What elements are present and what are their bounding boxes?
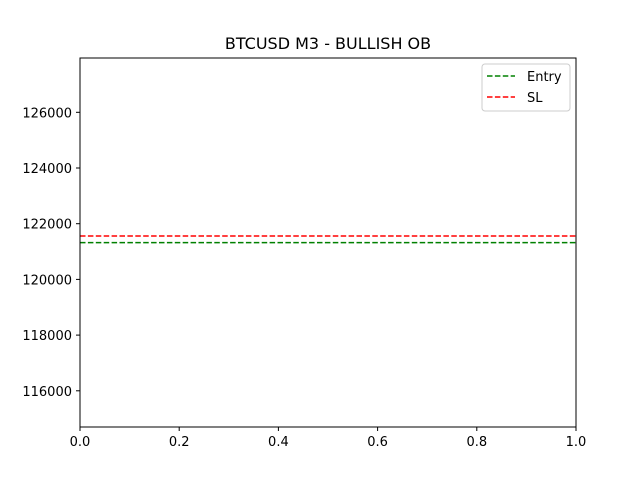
y-tick-label: 122000	[22, 218, 72, 233]
x-axis: 0.0 0.2 0.4 0.6 0.8 1.0	[70, 427, 587, 450]
y-tick-label: 118000	[22, 329, 72, 344]
series-layer	[80, 235, 576, 244]
y-tick-label: 126000	[22, 106, 72, 121]
legend-label-sl: SL	[527, 91, 543, 106]
x-tick-label: 0.6	[367, 435, 388, 450]
x-tick-label: 0.0	[70, 435, 91, 450]
y-tick-label: 116000	[22, 385, 72, 400]
legend: Entry SL	[481, 63, 571, 112]
plot-frame	[79, 57, 577, 428]
x-tick-label: 0.4	[268, 435, 289, 450]
x-tick-label: 0.2	[169, 435, 190, 450]
chart-title: BTCUSD M3 - BULLISH OB	[225, 34, 431, 53]
y-axis: 116000 118000 120000 122000 124000 126000	[22, 106, 80, 400]
y-tick-label: 124000	[22, 162, 72, 177]
x-tick-label: 1.0	[566, 435, 587, 450]
x-tick-label: 0.8	[466, 435, 487, 450]
legend-label-entry: Entry	[527, 70, 562, 85]
y-tick-label: 120000	[22, 273, 72, 288]
